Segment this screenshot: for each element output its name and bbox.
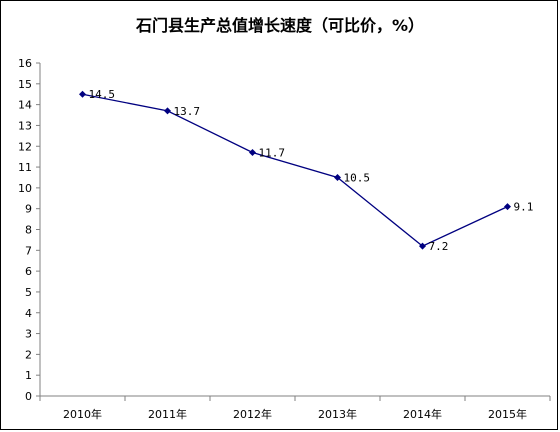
y-tick-label: 7 <box>25 244 32 257</box>
y-tick-label: 9 <box>25 203 32 216</box>
x-axis-ticks: 2010年 2011年 2012年 2013年 2014年 2015年 <box>39 396 551 421</box>
data-label: 13.7 <box>174 105 201 118</box>
x-tick-label: 2013年 <box>318 407 357 421</box>
y-tick-label: 8 <box>25 224 32 237</box>
y-tick-label: 11 <box>18 161 32 174</box>
data-point-marker <box>504 203 511 211</box>
chart-title: 石门县生产总值增长速度（可比价，%） <box>135 16 425 35</box>
data-label: 9.1 <box>514 201 534 214</box>
y-tick-label: 12 <box>18 140 32 153</box>
data-label: 14.5 <box>89 88 116 101</box>
data-point-marker <box>164 107 171 115</box>
x-tick-label: 2014年 <box>403 407 442 421</box>
data-label: 10.5 <box>344 171 371 184</box>
x-tick-label: 2010年 <box>63 407 102 421</box>
y-tick-label: 4 <box>25 307 32 320</box>
data-point-marker <box>79 90 86 98</box>
y-tick-label: 1 <box>25 369 32 382</box>
x-tick-label: 2011年 <box>148 407 187 421</box>
chart-axes <box>39 63 550 397</box>
x-tick-label: 2015年 <box>488 407 527 421</box>
data-label: 11.7 <box>259 146 286 159</box>
y-tick-label: 16 <box>18 57 32 70</box>
y-tick-label: 13 <box>18 119 32 132</box>
data-point-marker <box>249 148 256 156</box>
y-tick-label: 0 <box>25 390 32 403</box>
y-tick-label: 14 <box>18 99 32 112</box>
data-point-marker <box>419 242 426 250</box>
data-label: 7.2 <box>429 240 449 253</box>
data-point-marker <box>334 173 341 181</box>
y-tick-label: 5 <box>25 286 32 299</box>
data-labels-group: 14.5 13.7 11.7 10.5 7.2 9.1 <box>89 88 534 253</box>
x-tick-label: 2012年 <box>233 407 272 421</box>
y-tick-label: 10 <box>18 182 32 195</box>
y-tick-label: 15 <box>18 78 32 91</box>
y-tick-label: 6 <box>25 265 32 278</box>
series-line <box>82 93 508 247</box>
series-group <box>79 90 511 250</box>
y-tick-label: 3 <box>25 328 32 341</box>
y-tick-label: 2 <box>25 348 32 361</box>
